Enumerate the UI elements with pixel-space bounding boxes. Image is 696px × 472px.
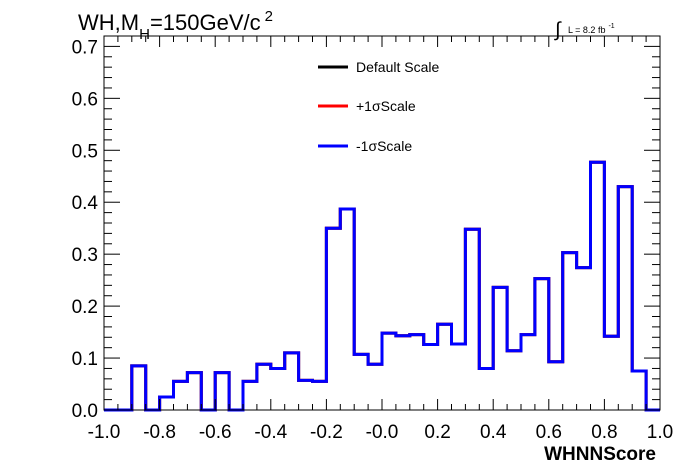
x-tick-label: -1.0: [88, 422, 121, 443]
y-tick-label: 0.4: [72, 193, 99, 214]
x-tick-label: -0.0: [366, 422, 399, 443]
y-tick-label: 0.1: [72, 349, 98, 370]
y-axis: 0.0 0.1 0.2 0.3 0.4 0.5 0.6 0.7: [72, 35, 660, 422]
x-axis: -1.0 -0.8 -0.6 -0.4 -0.2 -0.0 0.2 0.4 0.6 0.8 1.0: [88, 36, 673, 443]
x-axis-label: WHNNScore: [544, 444, 656, 465]
legend-label-default: Default Scale: [356, 59, 439, 75]
luminosity-exponent: -1: [608, 23, 614, 30]
legend: Default Scale +1σScale -1σScale: [318, 59, 439, 154]
x-tick-label: 0.2: [424, 422, 450, 443]
x-tick-label: -0.2: [310, 422, 343, 443]
x-tick-label: -0.6: [199, 422, 232, 443]
title-prefix: WH,M: [78, 10, 139, 35]
x-tick-label: 0.8: [591, 422, 617, 443]
x-tick-label: 0.6: [536, 422, 562, 443]
y-tick-label: 0.0: [72, 401, 98, 422]
legend-label-minus1sigma: -1σScale: [356, 138, 412, 154]
x-tick-label: 1.0: [647, 422, 673, 443]
chart-title: WH,MH=150GeV/c 2: [78, 8, 273, 43]
title-superscript: 2: [265, 8, 273, 25]
x-tick-label: -0.8: [143, 422, 176, 443]
y-tick-label: 0.2: [72, 297, 98, 318]
x-tick-label: -0.4: [254, 422, 287, 443]
luminosity-integral-symbol: ∫: [554, 19, 562, 41]
y-tick-label: 0.7: [72, 37, 98, 58]
luminosity-label: L = 8.2 fb -1: [568, 23, 615, 35]
title-subscript: H: [139, 26, 150, 43]
luminosity-text: L = 8.2 fb: [568, 25, 605, 35]
legend-label-plus1sigma: +1σScale: [356, 98, 416, 114]
y-tick-label: 0.3: [72, 245, 98, 266]
y-tick-label: 0.5: [72, 141, 98, 162]
x-tick-label: 0.4: [480, 422, 507, 443]
y-tick-label: 0.6: [72, 89, 98, 110]
title-value: =150GeV/c: [150, 10, 261, 35]
